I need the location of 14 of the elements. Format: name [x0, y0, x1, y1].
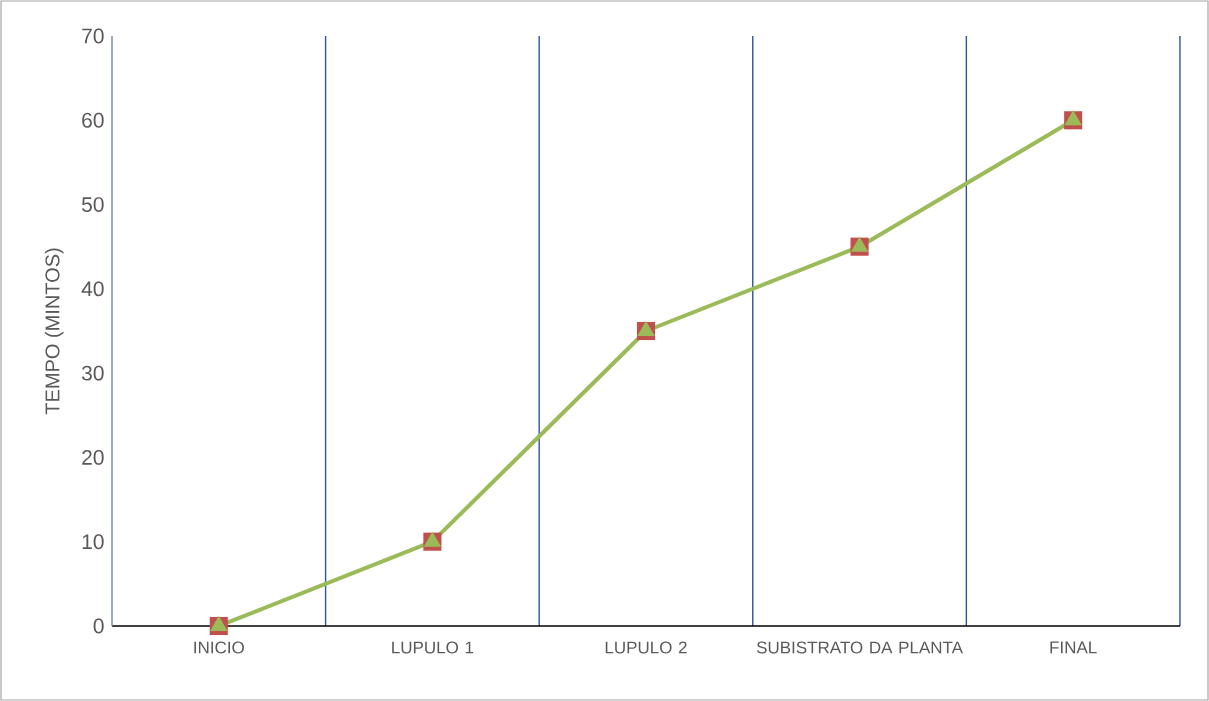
y-axis-title: TEMPO (MINTOS): [44, 248, 64, 415]
y-tick-label: 40: [81, 281, 104, 297]
y-tick-label: 60: [82, 112, 104, 128]
y-tick-label: 30: [81, 365, 104, 381]
x-tick-label: FINAL: [1050, 641, 1097, 654]
x-tick-label: LUPULO 2: [605, 641, 687, 654]
x-tick-label: INICIO: [194, 641, 244, 654]
y-tick-label: 70: [82, 28, 104, 44]
y-tick-label: 20: [82, 449, 104, 465]
y-tick-label: 10: [82, 534, 104, 550]
x-tick-label: LUPULO 1: [392, 641, 474, 654]
x-tick-label: SUBISTRATO DA PLANTA: [756, 641, 963, 654]
y-tick-label: 0: [93, 618, 104, 634]
y-tick-label: 50: [81, 197, 104, 212]
